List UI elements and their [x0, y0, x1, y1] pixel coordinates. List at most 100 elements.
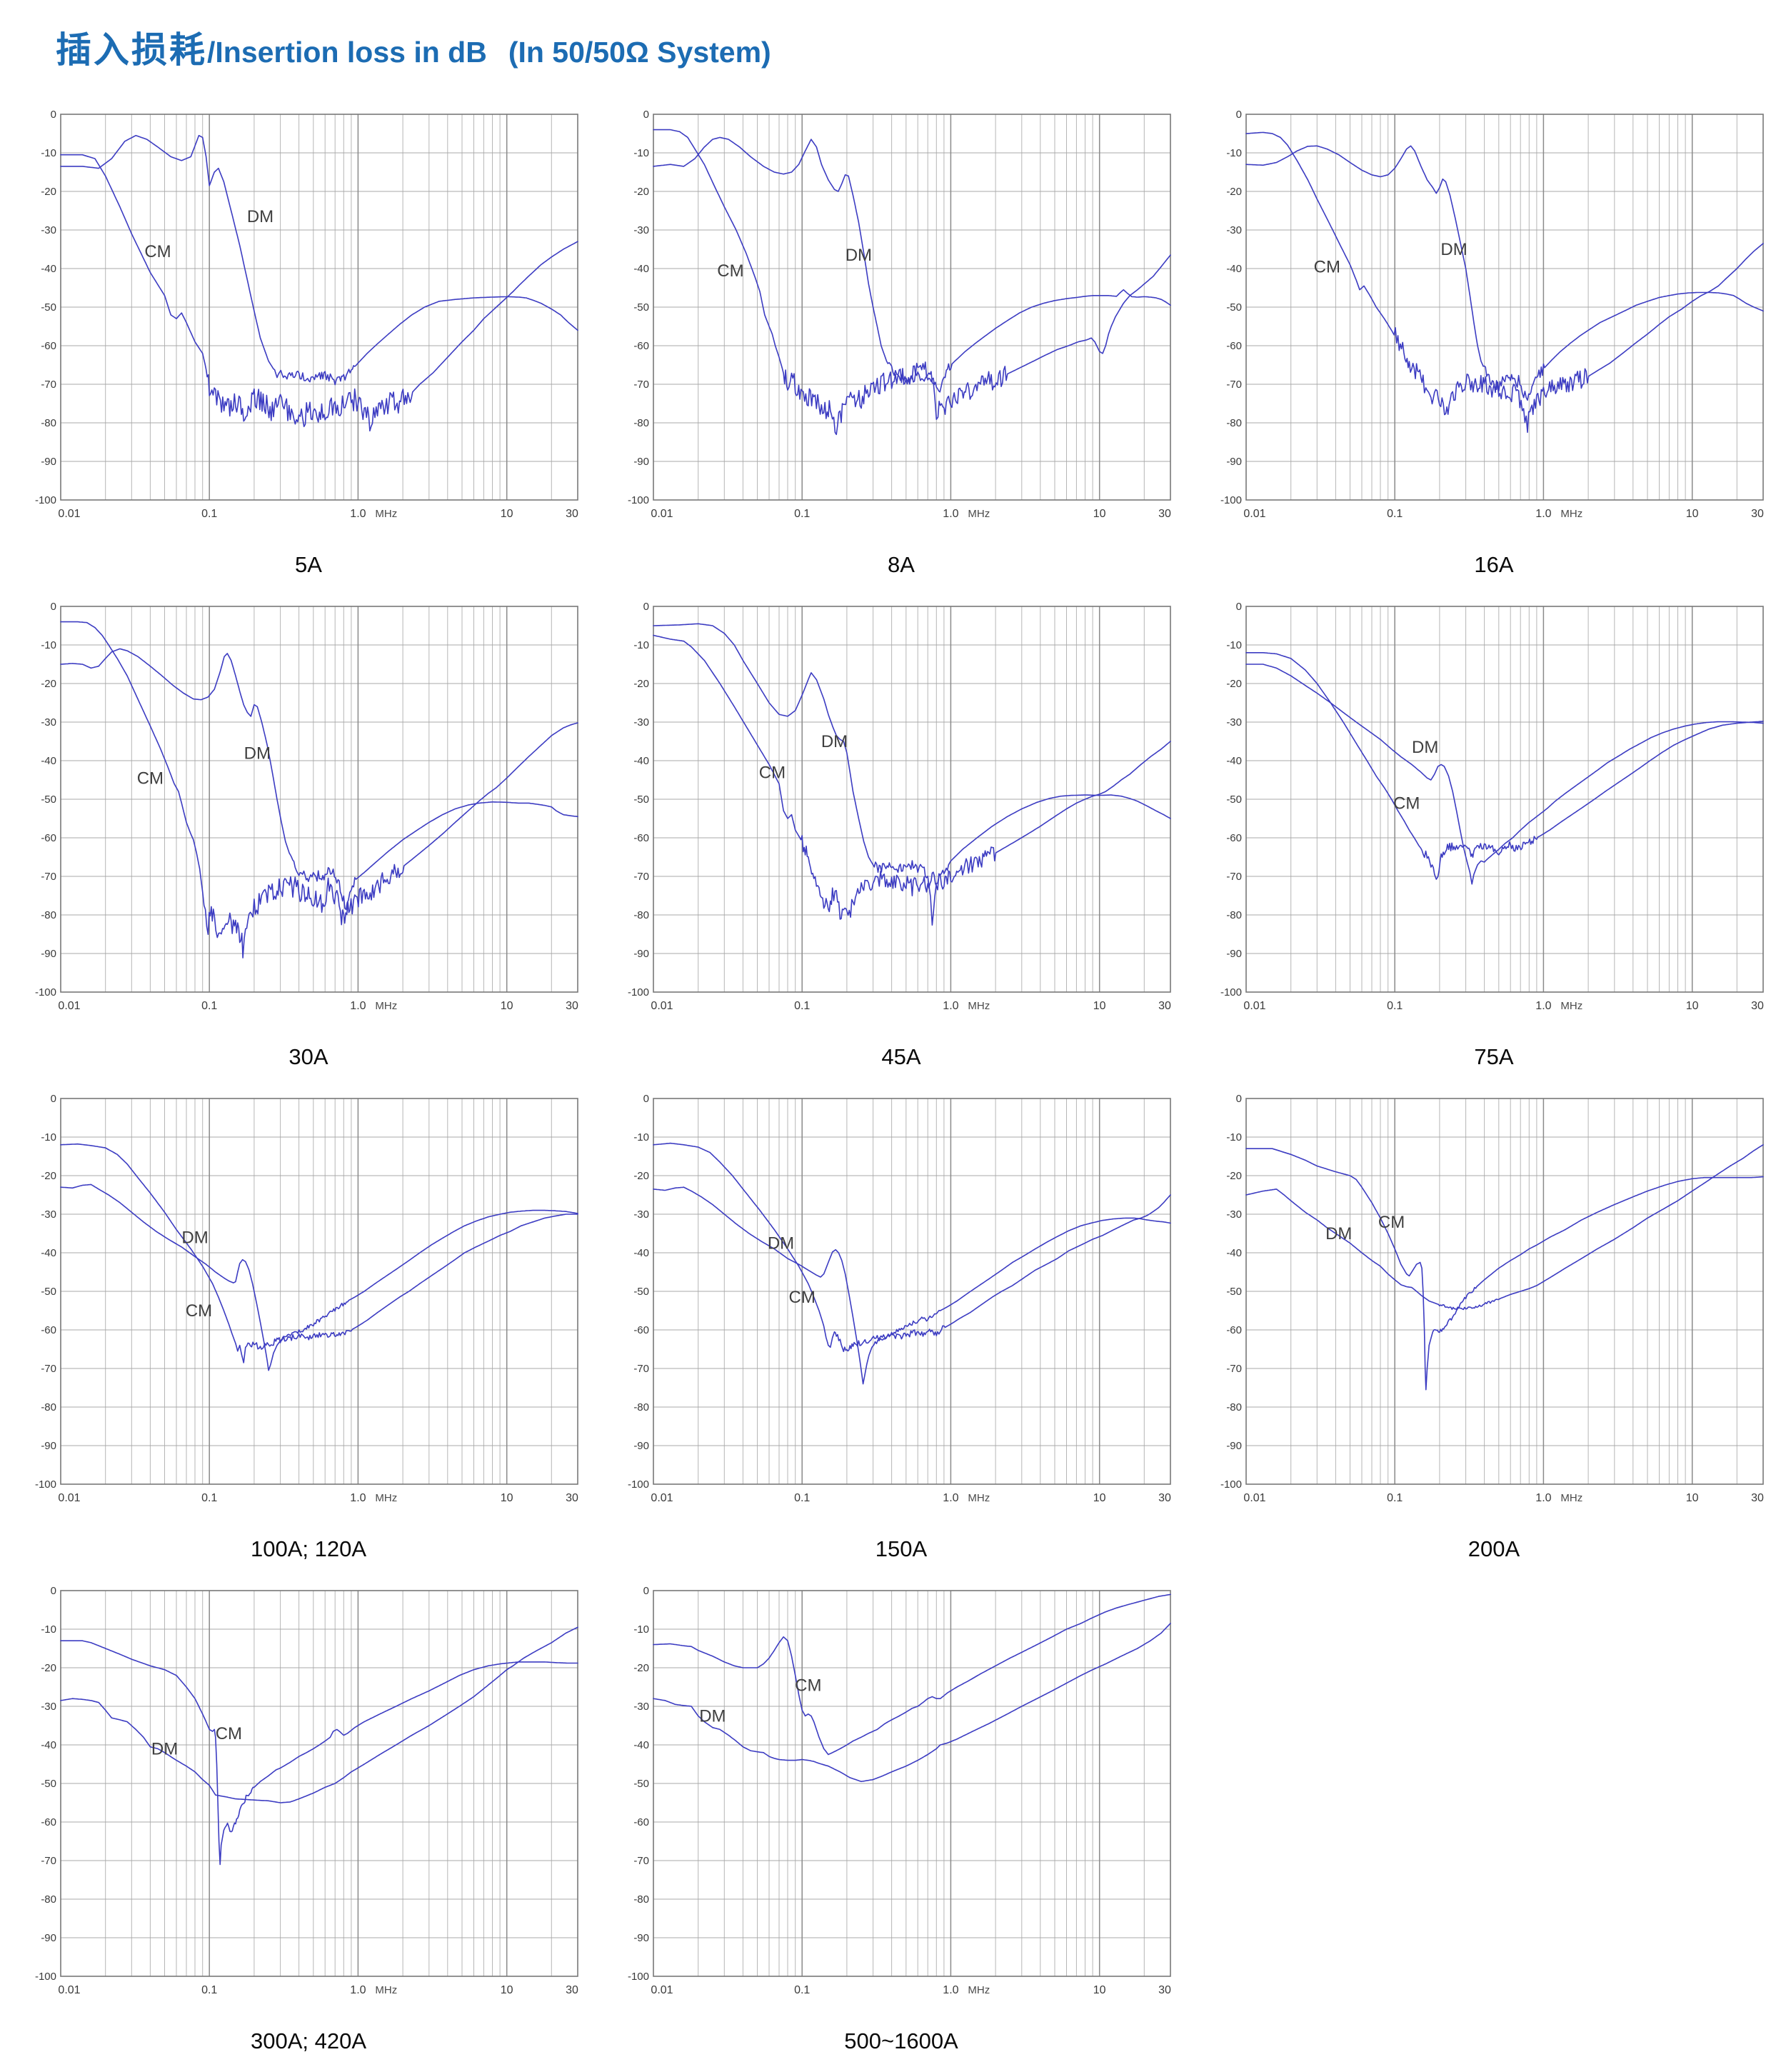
y-tick-label: 0 [51, 109, 56, 121]
y-tick-label: -80 [41, 1401, 56, 1413]
y-tick-label: -10 [1226, 147, 1242, 159]
x-axis-unit: MHz [1560, 1492, 1582, 1504]
y-tick-label: -70 [1226, 871, 1242, 883]
y-tick-label: -20 [41, 186, 56, 198]
curve-label-cm: CM [1314, 257, 1340, 276]
x-tick-label: 0.01 [58, 1492, 80, 1504]
plot-border [653, 114, 1171, 501]
y-tick-label: -10 [633, 639, 649, 651]
y-tick-label: -10 [41, 639, 56, 651]
plot-border [653, 1590, 1171, 1977]
y-tick-label: -70 [1226, 379, 1242, 391]
y-tick-label: -30 [41, 1208, 56, 1221]
chart-caption: 100A; 120A [250, 1536, 367, 1561]
y-tick-label: 0 [1236, 601, 1242, 613]
curve-label-cm: CM [789, 1288, 816, 1307]
y-tick-label: -10 [41, 147, 56, 159]
x-tick-label: 10 [501, 1492, 513, 1504]
curve-label-dm: DM [151, 1740, 178, 1759]
x-tick-label: 1.0 [350, 1492, 366, 1504]
y-tick-label: -80 [1226, 417, 1242, 429]
y-tick-label: -90 [633, 1932, 649, 1944]
y-tick-label: -100 [35, 1478, 56, 1491]
chart-caption: 200A [1468, 1536, 1520, 1561]
y-tick-label: -20 [41, 1662, 56, 1674]
y-tick-label: -80 [41, 1893, 56, 1906]
chart-panel-300a-420a: 0 -10 -20 -30 -40 -50 -60 -70 -80 -90 -100 0.01 0.1 1… [26, 1581, 591, 2058]
y-tick-label: -40 [1226, 1247, 1242, 1259]
dm-curve [653, 136, 1171, 393]
y-tick-label: -10 [41, 1131, 56, 1143]
cm-curve [1245, 652, 1764, 880]
y-tick-label: -60 [1226, 1324, 1242, 1336]
curve-label-cm: CM [1393, 794, 1420, 814]
x-tick-label: 0.1 [201, 1492, 217, 1504]
y-tick-label: -40 [633, 755, 649, 767]
y-tick-label: -100 [35, 986, 56, 999]
chart-caption: 5A [295, 552, 322, 577]
y-tick-label: -90 [41, 1932, 56, 1944]
y-tick-label: 0 [51, 1093, 56, 1105]
y-tick-label: 0 [51, 601, 56, 613]
x-axis-unit: MHz [375, 508, 397, 520]
y-tick-label: -40 [41, 1247, 56, 1259]
x-axis-unit: MHz [375, 1000, 397, 1012]
x-tick-label: 10 [501, 1000, 513, 1012]
plot-border [1245, 114, 1764, 501]
y-tick-label: 0 [643, 109, 649, 121]
x-tick-label: 10 [1093, 508, 1106, 520]
dm-curve [653, 1186, 1171, 1385]
x-tick-label: 10 [1093, 1984, 1106, 1996]
x-tick-label: 0.1 [1387, 508, 1403, 520]
curve-label-cm: CM [216, 1724, 242, 1743]
chart-caption: 150A [875, 1536, 928, 1561]
plot-border [1245, 1098, 1764, 1485]
y-tick-label: -30 [41, 224, 56, 236]
y-tick-label: -30 [41, 1701, 56, 1713]
x-tick-label: 30 [1751, 1492, 1764, 1504]
y-tick-label: -50 [1226, 1286, 1242, 1298]
curve-label-dm: DM [181, 1228, 208, 1248]
curve-label-dm: DM [821, 732, 848, 751]
chart-caption: 45A [881, 1044, 921, 1069]
x-tick-label: 0.01 [651, 1000, 673, 1012]
curve-label-dm: DM [699, 1707, 726, 1726]
y-tick-label: -40 [1226, 755, 1242, 767]
x-tick-label: 0.1 [794, 1000, 810, 1012]
x-tick-label: 1.0 [1535, 1000, 1551, 1012]
x-tick-label: 0.01 [651, 508, 673, 520]
chart-panel-200a: 0 -10 -20 -30 -40 -50 -60 -70 -80 -90 -100 0.01 0.1 1… [1212, 1088, 1771, 1566]
y-tick-label: -90 [41, 456, 56, 468]
y-tick-label: -50 [41, 301, 56, 314]
grid-y [61, 1136, 578, 1446]
y-tick-label: -30 [1226, 716, 1242, 729]
y-tick-label: -20 [633, 1170, 649, 1182]
curve-label-dm: DM [1440, 240, 1467, 259]
grid-major-x [1394, 114, 1693, 500]
y-tick-label: -70 [41, 1855, 56, 1867]
y-tick-label: -50 [633, 1778, 649, 1790]
y-tick-label: -40 [41, 755, 56, 767]
y-tick-label: -40 [1226, 263, 1242, 275]
y-tick-label: -70 [633, 871, 649, 883]
y-tick-label: -50 [1226, 794, 1242, 806]
grid-major-x [801, 606, 1100, 992]
chart-panel-45a: 0 -10 -20 -30 -40 -50 -60 -70 -80 -90 -100 0.01 0.1 1… [619, 596, 1183, 1074]
y-tick-label: -70 [1226, 1363, 1242, 1375]
y-tick-label: -20 [633, 1662, 649, 1674]
grid-major-x [1394, 606, 1693, 992]
cm-curve [653, 129, 1171, 436]
plot-border [60, 1098, 578, 1485]
grid-major-x [209, 606, 508, 992]
y-tick-label: -70 [41, 379, 56, 391]
x-tick-label: 10 [1093, 1492, 1106, 1504]
curve-label-cm: CM [795, 1676, 821, 1695]
y-tick-label: -100 [628, 494, 649, 506]
y-tick-label: -60 [41, 1324, 56, 1336]
y-tick-label: -100 [628, 986, 649, 999]
x-tick-label: 10 [501, 508, 513, 520]
